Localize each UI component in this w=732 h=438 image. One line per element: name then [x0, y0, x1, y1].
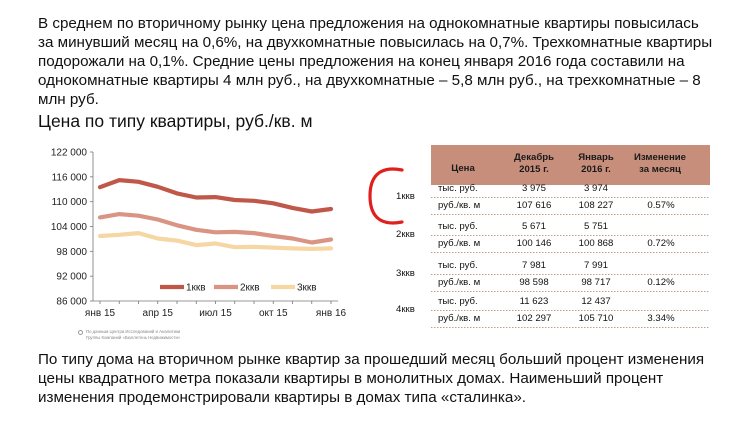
table-change-cell: 0.12% [647, 277, 675, 288]
table-dec-cell: 5 671 [521, 221, 546, 232]
table-group-label: 1ккв [396, 191, 415, 202]
x-tick-label: янв 15 [85, 308, 116, 319]
table-header-background [431, 145, 710, 185]
highlight-bracket-icon [368, 167, 404, 225]
table-jan-cell: 105 710 [578, 313, 614, 324]
table-dec-cell: 100 146 [516, 238, 552, 249]
table-dec-cell: 107 616 [516, 200, 552, 211]
table-change-cell: 0.72% [647, 238, 675, 249]
table-header-cell: 2015 г. [519, 164, 549, 175]
legend-label-1: 1ккв [186, 283, 206, 294]
legend-label-3: 3ккв [297, 283, 317, 294]
outro-paragraph: По типу дома на вторичном рынке квартир … [38, 351, 705, 406]
table-dec-cell: 98 598 [519, 277, 549, 288]
series-line-1 [97, 178, 334, 214]
table-group-label: 4ккв [396, 304, 415, 315]
legend-label-2: 2ккв [240, 283, 260, 294]
table-header-cell: Цена [451, 163, 475, 174]
y-tick-label: 104 000 [51, 222, 88, 233]
x-tick-label: апр 15 [143, 308, 174, 319]
table-change-cell: 0.57% [647, 200, 675, 211]
table-group-label: 2ккв [396, 229, 415, 240]
table-change-cell: 3.34% [647, 313, 675, 324]
intro-paragraph: В среднем по вторичному рынку цена предл… [38, 15, 713, 108]
table-unit-cell: руб./кв. м [438, 238, 481, 249]
series-line-2 [97, 212, 334, 245]
x-tick-label: янв 16 [316, 308, 347, 319]
table-unit-cell: руб./кв. м [438, 200, 481, 211]
table-dec-cell: 7 981 [521, 260, 546, 271]
y-tick-label: 86 000 [56, 297, 87, 308]
table-header-cell: Январь [578, 152, 614, 163]
credit-line-2: Группы Компаний «Бюллетень Недвижимости» [86, 335, 181, 340]
table-jan-cell: 108 227 [578, 200, 614, 211]
price-table [431, 197, 710, 328]
table-unit-cell: тыс. руб. [438, 260, 478, 271]
y-tick-label: 116 000 [52, 172, 88, 183]
table-unit-cell: руб./кв. м [438, 313, 481, 324]
table-jan-cell: 12 437 [581, 296, 611, 307]
chart-heading: Цена по типу квартиры, руб./кв. м [38, 111, 313, 131]
y-tick-label: 122 000 [51, 148, 88, 159]
table-unit-cell: руб./кв. м [438, 277, 481, 288]
series-line-3 [97, 231, 334, 251]
table-header-cell: Декабрь [513, 152, 555, 163]
table-jan-cell: 98 717 [581, 277, 611, 288]
credit-line-1: По данным Центра Исследований и Аналитик… [86, 329, 181, 334]
table-jan-cell: 5 751 [583, 221, 608, 232]
y-tick-label: 92 000 [56, 272, 87, 283]
table-dec-cell: 3 975 [521, 183, 546, 194]
table-unit-cell: тыс. руб. [438, 183, 478, 194]
x-tick-label: июл 15 [199, 308, 232, 319]
table-dec-cell: 102 297 [516, 313, 552, 324]
line-chart: 86 000 92 000 98 000 104 000 110 000 116 000 1… [51, 148, 347, 320]
y-tick-label: 98 000 [56, 247, 87, 258]
table-header-cell: 2016 г. [581, 164, 611, 175]
table-jan-cell: 100 868 [578, 238, 614, 249]
table-dec-cell: 11 623 [519, 296, 549, 307]
table-jan-cell: 3 974 [583, 183, 608, 194]
table-unit-cell: тыс. руб. [438, 296, 478, 307]
x-tick-label: окт 15 [259, 308, 288, 319]
credit-logo-icon [78, 330, 83, 335]
y-tick-label: 110 000 [52, 197, 88, 208]
table-header-cell: Изменение [633, 152, 687, 163]
table-header-cell: за месяц [639, 164, 681, 175]
table-unit-cell: тыс. руб. [438, 221, 478, 232]
table-jan-cell: 7 991 [583, 260, 608, 271]
table-group-label: 3ккв [396, 268, 415, 279]
